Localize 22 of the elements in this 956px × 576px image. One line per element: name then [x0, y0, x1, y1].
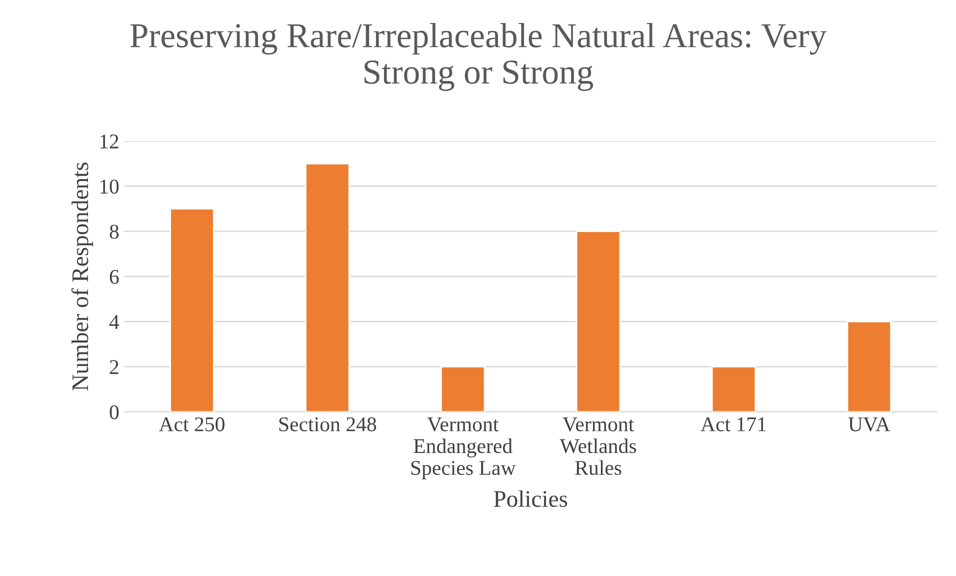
x-tick-label: Vermont Wetlands Rules — [560, 418, 636, 475]
x-tick-label: Act 171 — [700, 417, 766, 432]
y-tick-label: 0 — [110, 405, 119, 420]
bar — [711, 366, 756, 412]
bar — [305, 162, 350, 412]
y-tick-label: 4 — [109, 315, 120, 329]
x-tick-label: UVA — [848, 417, 890, 432]
bar — [170, 208, 214, 412]
y-axis-title: Number of Respondents — [71, 162, 94, 391]
y-tick-label: 10 — [100, 180, 119, 194]
chart-title: Preserving Rare/Irreplaceable Natural Areas: Very Strong or Strong — [130, 23, 827, 92]
y-tick-label: 8 — [110, 224, 119, 239]
x-tick-label: Section 248 — [279, 417, 376, 432]
y-tick-label: 2 — [110, 360, 118, 374]
x-tick-label: Vermont Endangered Species Law — [411, 418, 516, 480]
bar — [440, 366, 486, 412]
x-tick-label: Act 250 — [158, 417, 224, 432]
x-axis-title: Policies — [494, 490, 568, 507]
y-tick-label: 6 — [110, 270, 119, 284]
y-tick-label: 12 — [100, 134, 118, 148]
bar — [576, 230, 621, 412]
bar — [846, 320, 892, 412]
